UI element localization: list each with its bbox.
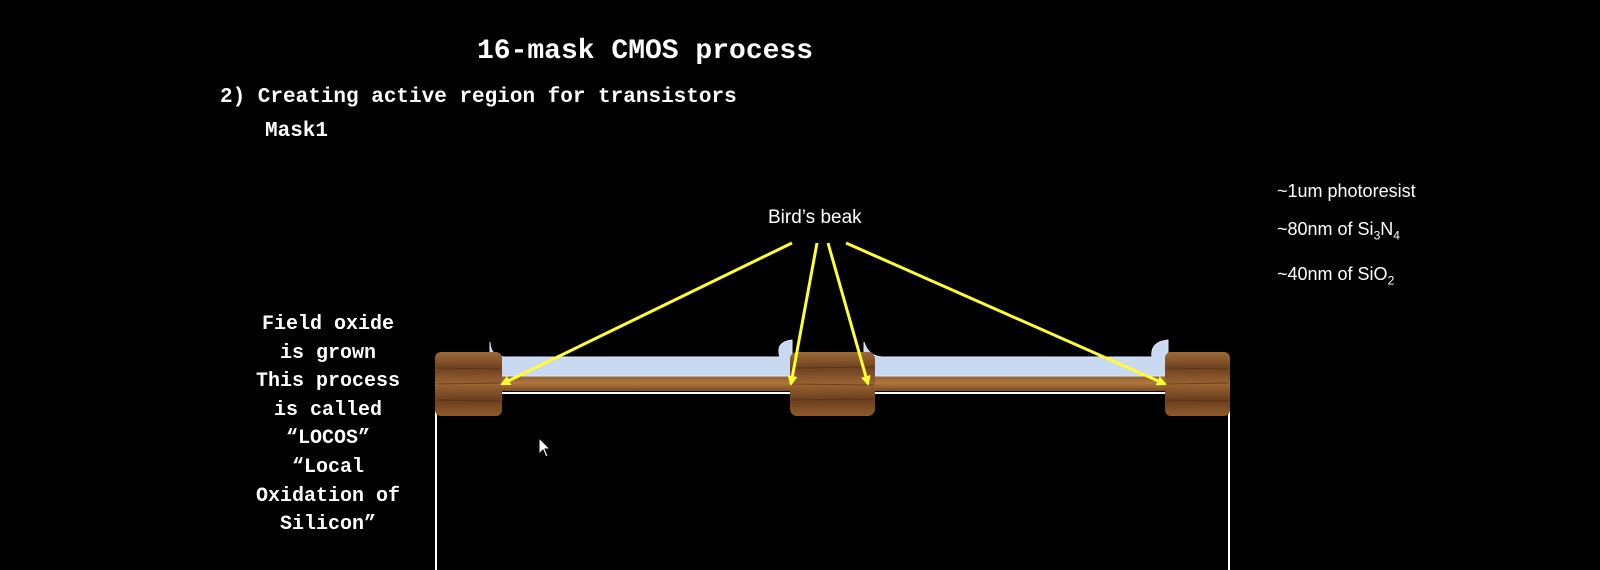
nitride-left xyxy=(489,339,793,377)
mouse-cursor-icon xyxy=(538,437,552,458)
pad-oxide-left xyxy=(500,375,790,391)
locos-line: “Local xyxy=(291,455,364,479)
slide-title: 16-mask CMOS process xyxy=(476,36,814,67)
layer-nitride: ~80nm of Si3N4 xyxy=(1277,219,1400,243)
layer-photoresist: ~1um photoresist xyxy=(1277,181,1416,201)
beak-arrow-right xyxy=(845,241,1167,386)
locos-line: Silicon” xyxy=(279,513,376,537)
layer-list: ~1um photoresist ~80nm of Si3N4 ~40nm of… xyxy=(1277,172,1416,299)
locos-line: This process xyxy=(255,370,401,394)
beak-arrow-center-left xyxy=(787,242,819,386)
pad-oxide-right xyxy=(870,375,1170,391)
locos-line: Oxidation of xyxy=(255,484,401,508)
beak-arrow-center-right xyxy=(826,242,871,386)
birds-beak-label: Bird’s beak xyxy=(768,207,862,228)
mask-label: Mask1 xyxy=(265,120,329,143)
nitride-right xyxy=(863,339,1169,377)
locos-description: Field oxide is grown This process is cal… xyxy=(225,311,431,540)
layer-oxide: ~40nm of SiO2 xyxy=(1277,263,1395,288)
beak-arrow-left xyxy=(500,241,793,386)
locos-line: “LOCOS” xyxy=(285,427,370,451)
locos-line: is called xyxy=(273,398,383,422)
step-heading: 2) Creating active region for transistor… xyxy=(220,86,737,109)
locos-line: Field oxide xyxy=(261,313,395,336)
locos-line: is grown xyxy=(279,341,376,365)
